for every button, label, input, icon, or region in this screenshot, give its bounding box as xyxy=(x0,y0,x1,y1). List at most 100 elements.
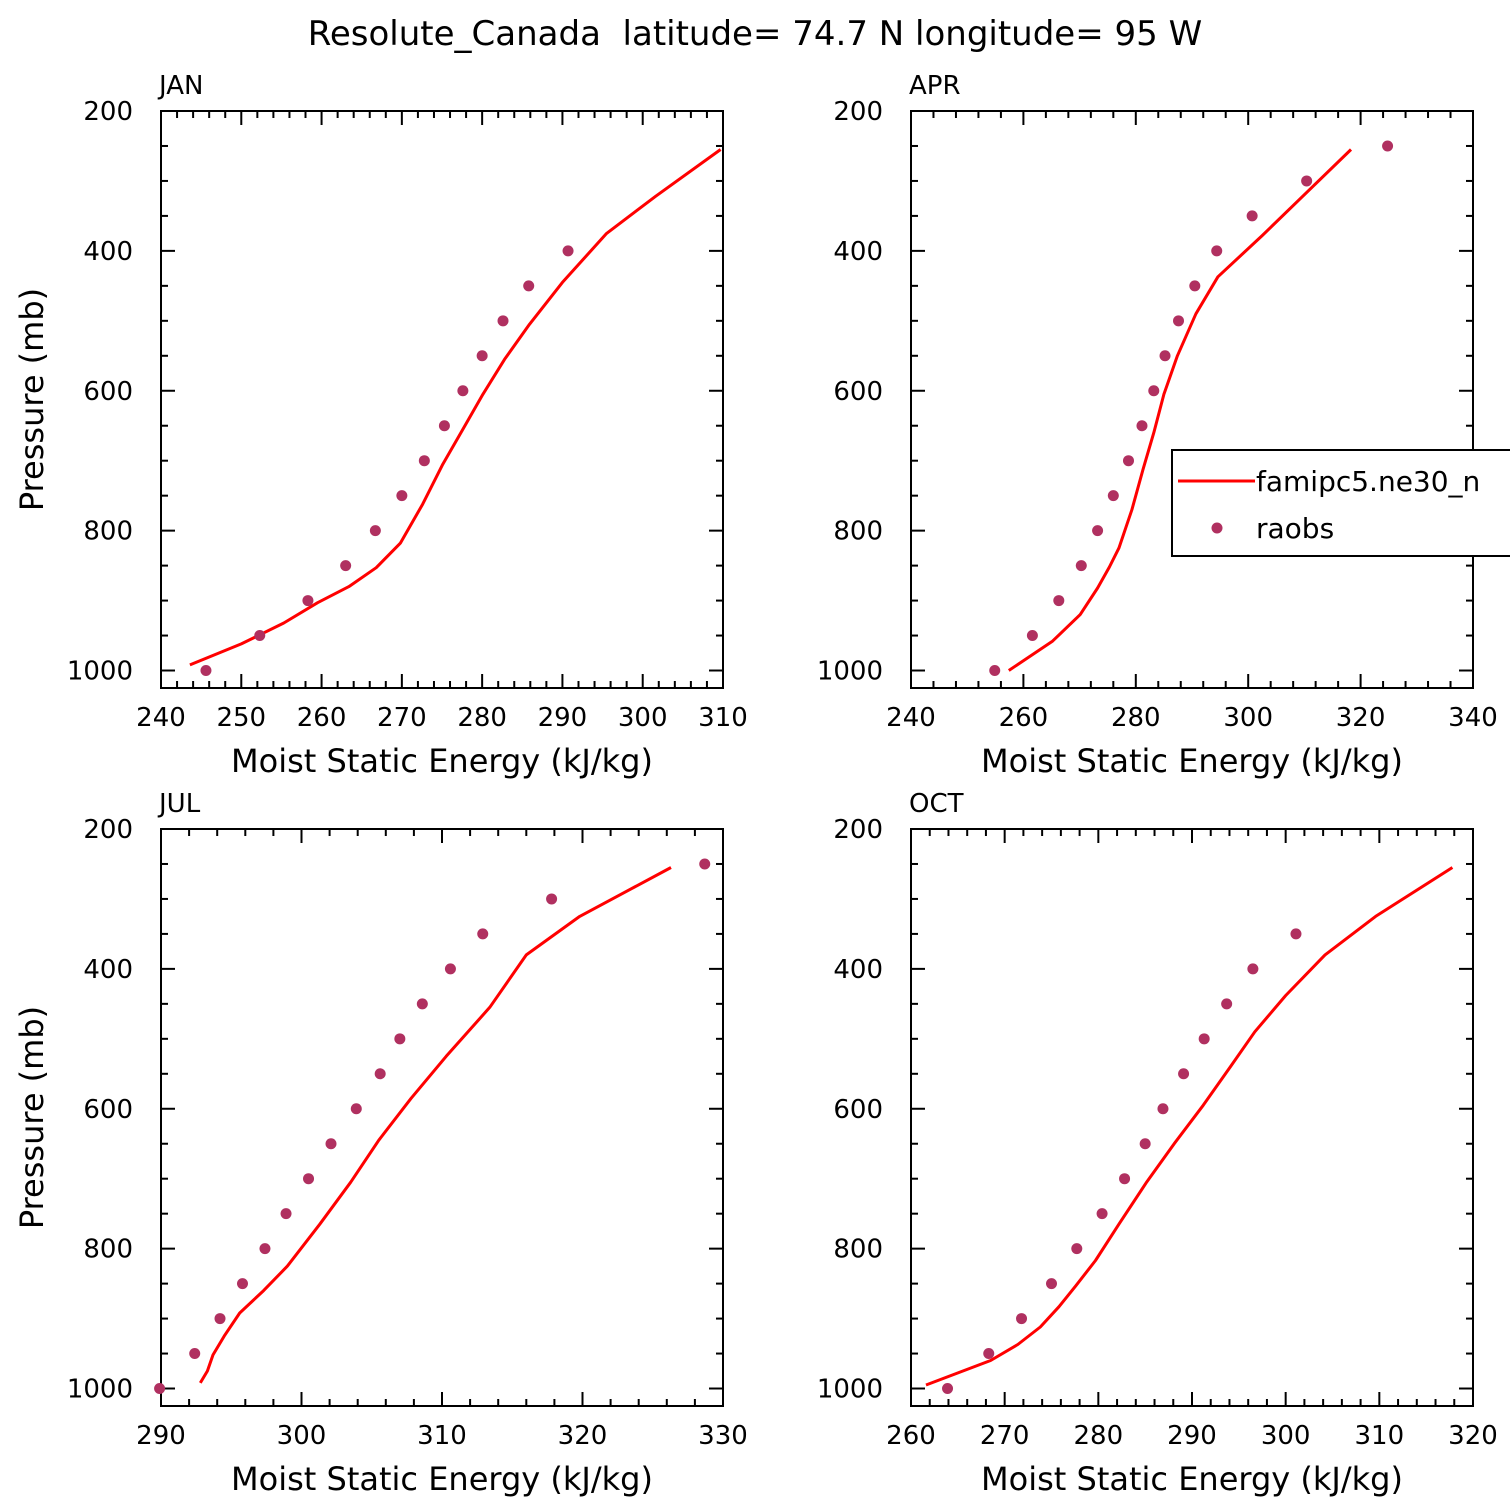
obs-point xyxy=(325,1138,337,1150)
panel-label: OCT xyxy=(909,789,964,819)
plot-frame xyxy=(160,110,724,689)
obs-point xyxy=(546,893,558,905)
plot-frame xyxy=(910,110,1474,689)
obs-point xyxy=(1122,455,1134,467)
obs-point xyxy=(1092,525,1104,537)
x-tick-label: 240 xyxy=(886,703,936,733)
obs-point xyxy=(189,1348,201,1360)
x-tick-label: 300 xyxy=(1223,703,1273,733)
obs-point xyxy=(457,385,469,397)
obs-point xyxy=(497,315,509,327)
y-tick-label: 600 xyxy=(833,377,883,407)
obs-point xyxy=(1075,560,1087,572)
y-tick-label: 1000 xyxy=(817,657,883,687)
x-tick-label: 290 xyxy=(538,703,588,733)
obs-point xyxy=(983,1348,995,1360)
obs-point xyxy=(396,490,408,502)
y-tick-label: 200 xyxy=(83,97,133,127)
obs-point xyxy=(444,963,456,975)
x-tick-label: 320 xyxy=(558,1421,608,1451)
obs-point xyxy=(476,350,488,362)
plot-area xyxy=(1007,148,1353,672)
obs-point xyxy=(1178,1068,1190,1080)
obs-point xyxy=(303,1173,315,1185)
obs-point xyxy=(1096,1208,1108,1220)
y-tick-label: 800 xyxy=(833,1235,883,1265)
obs-point xyxy=(254,630,266,642)
obs-point xyxy=(523,280,535,292)
obs-point xyxy=(1211,245,1223,257)
model-line xyxy=(1007,148,1353,672)
obs-point xyxy=(1221,998,1233,1010)
obs-point xyxy=(418,455,430,467)
y-tick-label: 200 xyxy=(833,97,883,127)
y-tick-label: 1000 xyxy=(67,657,133,687)
y-tick-label: 600 xyxy=(83,1095,133,1125)
obs-point xyxy=(1148,385,1160,397)
obs-point xyxy=(477,928,489,940)
obs-point xyxy=(1198,1033,1210,1045)
y-axis-title: Pressure (mb) xyxy=(13,1006,51,1229)
obs-point xyxy=(1016,1313,1028,1325)
plot-frame xyxy=(910,828,1474,1407)
obs-point xyxy=(416,998,428,1010)
legend-label: famipc5.ne30_n xyxy=(1256,465,1480,498)
obs-point xyxy=(438,420,450,432)
panels: 240 250 260 270 280 290 300 310 200 400 600 800 1000… xyxy=(13,71,1498,1498)
obs-point xyxy=(1159,350,1171,362)
obs-point xyxy=(1107,490,1119,502)
plot-frame xyxy=(160,828,724,1407)
x-tick-label: 300 xyxy=(618,703,668,733)
plot-area xyxy=(189,148,722,667)
model-line xyxy=(199,866,672,1384)
model-line xyxy=(925,866,1454,1387)
y-tick-label: 400 xyxy=(83,237,133,267)
obs-point xyxy=(1301,175,1313,187)
obs-point xyxy=(200,665,212,677)
obs-point xyxy=(1173,315,1185,327)
panel-label: JAN xyxy=(157,71,203,101)
obs-point xyxy=(1026,630,1038,642)
x-axis-title: Moist Static Energy (kJ/kg) xyxy=(231,1460,653,1498)
panel-label: JUL xyxy=(157,789,201,819)
obs-point xyxy=(154,1383,166,1395)
y-tick-label: 800 xyxy=(83,1235,133,1265)
obs-point xyxy=(1157,1103,1169,1115)
x-tick-label: 290 xyxy=(1167,1421,1217,1451)
x-tick-label: 310 xyxy=(417,1421,467,1451)
obs-point xyxy=(1046,1278,1057,1290)
obs-point xyxy=(1139,1138,1151,1150)
x-tick-label: 270 xyxy=(377,703,427,733)
x-tick-label: 290 xyxy=(136,1421,186,1451)
x-tick-label: 240 xyxy=(136,703,186,733)
legend-box xyxy=(1171,449,1510,557)
obs-point xyxy=(374,1068,386,1080)
obs-point xyxy=(1071,1243,1083,1255)
obs-point xyxy=(302,595,314,607)
y-axis-title: Pressure (mb) xyxy=(13,288,51,511)
y-tick-label: 1000 xyxy=(817,1375,883,1405)
y-tick-label: 800 xyxy=(833,517,883,547)
obs-point xyxy=(1382,140,1394,152)
x-tick-label: 260 xyxy=(886,1421,936,1451)
x-tick-label: 320 xyxy=(1336,703,1386,733)
obs-point xyxy=(1136,420,1148,432)
obs-point xyxy=(1189,280,1201,292)
x-tick-label: 270 xyxy=(980,1421,1030,1451)
y-tick-label: 600 xyxy=(833,1095,883,1125)
obs-point xyxy=(562,245,574,257)
y-tick-label: 400 xyxy=(833,955,883,985)
x-tick-label: 280 xyxy=(457,703,507,733)
obs-point xyxy=(350,1103,362,1115)
x-tick-label: 280 xyxy=(1111,703,1161,733)
obs-point xyxy=(369,525,381,537)
obs-point xyxy=(1246,210,1258,222)
x-axis-title: Moist Static Energy (kJ/kg) xyxy=(231,742,653,780)
x-tick-label: 330 xyxy=(698,1421,748,1451)
x-tick-label: 340 xyxy=(1448,703,1498,733)
x-axis-title: Moist Static Energy (kJ/kg) xyxy=(981,1460,1403,1498)
x-tick-label: 310 xyxy=(1355,1421,1405,1451)
obs-point xyxy=(989,665,1001,677)
obs-point xyxy=(340,560,352,572)
